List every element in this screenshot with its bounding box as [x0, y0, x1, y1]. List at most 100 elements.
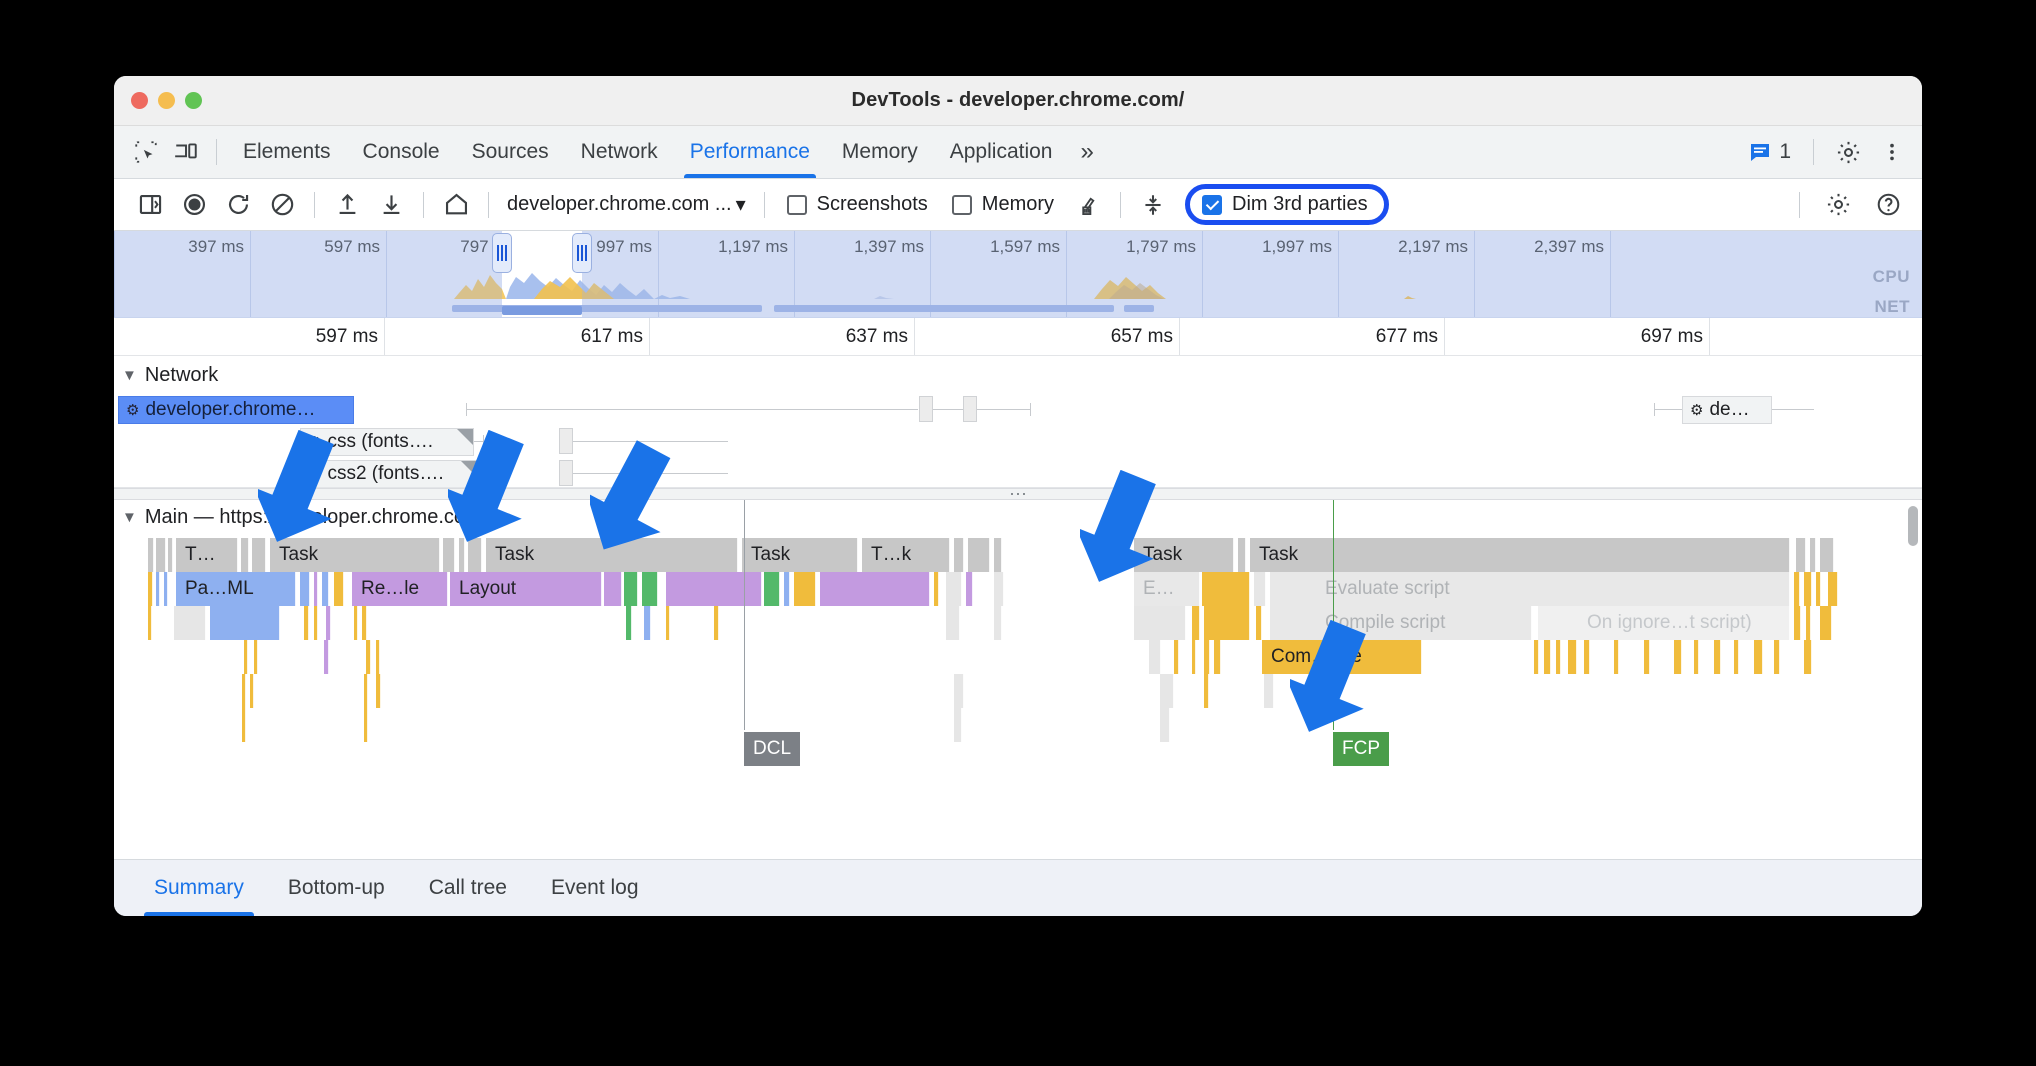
- more-options-icon[interactable]: [1872, 132, 1912, 172]
- task-sliver[interactable]: [1810, 538, 1816, 572]
- event-sliver[interactable]: [666, 606, 670, 640]
- event-sliver[interactable]: [794, 572, 816, 606]
- task-sliver[interactable]: [156, 538, 166, 572]
- event-sliver[interactable]: [784, 572, 790, 606]
- event-sliver[interactable]: [934, 572, 939, 606]
- event-block-evaluate-script[interactable]: Evaluate script: [1270, 572, 1790, 606]
- task-sliver[interactable]: [1238, 538, 1246, 572]
- event-sliver[interactable]: [366, 640, 371, 674]
- clear-icon[interactable]: [260, 185, 304, 225]
- event-sliver[interactable]: [946, 606, 960, 640]
- event-block-compile-script[interactable]: Compile script: [1270, 606, 1532, 640]
- event-sliver[interactable]: [1534, 640, 1539, 674]
- task-block[interactable]: Task: [742, 538, 858, 572]
- overview-handle-right[interactable]: [572, 233, 592, 273]
- tab-elements[interactable]: Elements: [227, 126, 347, 178]
- event-sliver[interactable]: [1264, 674, 1274, 708]
- event-sliver[interactable]: [624, 572, 638, 606]
- event-sliver[interactable]: [242, 674, 246, 708]
- event-block-on-ignore-list[interactable]: On ignore…t script): [1538, 606, 1790, 640]
- inspect-element-icon[interactable]: [126, 132, 166, 172]
- tab-console[interactable]: Console: [347, 126, 456, 178]
- task-sliver[interactable]: [968, 538, 990, 572]
- event-sliver[interactable]: [242, 708, 246, 742]
- event-sliver[interactable]: [326, 606, 331, 640]
- task-sliver[interactable]: [468, 538, 482, 572]
- task-block[interactable]: T…: [176, 538, 238, 572]
- event-sliver[interactable]: [1674, 640, 1682, 674]
- overview-selection-window[interactable]: [502, 231, 582, 317]
- event-sliver[interactable]: [1192, 606, 1200, 640]
- overview-handle-left[interactable]: [492, 233, 512, 273]
- event-block-evaluate-short[interactable]: E…: [1134, 572, 1200, 606]
- tab-call-tree[interactable]: Call tree: [407, 860, 529, 916]
- event-sliver[interactable]: [148, 606, 152, 640]
- main-track-scrollbar[interactable]: [1908, 506, 1918, 546]
- network-request-chip[interactable]: ⚙ developer.chrome…: [118, 396, 354, 424]
- upload-profile-icon[interactable]: [325, 185, 369, 225]
- event-sliver[interactable]: [322, 572, 329, 606]
- device-toolbar-icon[interactable]: [166, 132, 206, 172]
- event-sliver[interactable]: [1214, 640, 1221, 674]
- origin-selector[interactable]: developer.chrome.com ... ▾: [499, 192, 754, 217]
- task-block[interactable]: Task: [270, 538, 440, 572]
- event-sliver[interactable]: [1828, 572, 1838, 606]
- event-sliver[interactable]: [1734, 640, 1739, 674]
- task-block[interactable]: T…k: [862, 538, 950, 572]
- network-request-row[interactable]: ⚙ css (fonts….: [114, 428, 1922, 456]
- task-sliver[interactable]: [994, 538, 1002, 572]
- tab-summary[interactable]: Summary: [132, 860, 266, 916]
- dcl-marker[interactable]: DCL: [744, 732, 801, 766]
- track-resizer[interactable]: ⋯: [114, 485, 1922, 503]
- event-sliver[interactable]: [1614, 640, 1619, 674]
- help-icon[interactable]: [1866, 185, 1910, 225]
- event-sliver[interactable]: [1134, 606, 1186, 640]
- tab-performance[interactable]: Performance: [674, 126, 826, 178]
- event-sliver[interactable]: [1149, 640, 1161, 674]
- event-sliver[interactable]: [1714, 640, 1721, 674]
- event-sliver[interactable]: [644, 606, 651, 640]
- event-sliver[interactable]: [1204, 606, 1250, 640]
- task-block[interactable]: Task: [1250, 538, 1790, 572]
- more-tabs-icon[interactable]: »: [1080, 138, 1094, 165]
- event-sliver[interactable]: [1160, 674, 1174, 708]
- event-sliver[interactable]: [1584, 640, 1590, 674]
- dim-3rd-parties-checkbox[interactable]: Dim 3rd parties: [1200, 193, 1370, 216]
- reload-and-record-icon[interactable]: [216, 185, 260, 225]
- task-block[interactable]: Task: [486, 538, 738, 572]
- event-sliver[interactable]: [174, 606, 206, 640]
- task-sliver[interactable]: [241, 538, 249, 572]
- event-sliver[interactable]: [1794, 606, 1801, 640]
- event-sliver[interactable]: [714, 606, 719, 640]
- tab-sources[interactable]: Sources: [456, 126, 565, 178]
- tab-bottom-up[interactable]: Bottom-up: [266, 860, 407, 916]
- event-sliver[interactable]: [1204, 674, 1209, 708]
- garbage-collect-icon[interactable]: [1066, 185, 1110, 225]
- event-sliver[interactable]: [314, 572, 318, 606]
- task-sliver[interactable]: [1796, 538, 1806, 572]
- network-track-header[interactable]: ▼ Network: [122, 364, 218, 387]
- event-sliver[interactable]: [324, 640, 329, 674]
- task-sliver[interactable]: [459, 538, 465, 572]
- capture-settings-gear-icon[interactable]: [1816, 185, 1860, 225]
- event-sliver[interactable]: [364, 674, 368, 708]
- event-sliver[interactable]: [1204, 640, 1210, 674]
- event-sliver[interactable]: [244, 640, 248, 674]
- event-sliver[interactable]: [164, 572, 168, 606]
- event-sliver[interactable]: [642, 572, 658, 606]
- tab-memory[interactable]: Memory: [826, 126, 934, 178]
- event-sliver[interactable]: [304, 606, 309, 640]
- timeline-overview[interactable]: 197 ms 397 ms 597 ms 797 ms 997 ms 1,197…: [114, 231, 1922, 318]
- event-sliver[interactable]: [764, 572, 780, 606]
- network-request-row[interactable]: ⚙ developer.chrome… ⚙ de…: [114, 396, 1922, 424]
- event-block-layout[interactable]: Layout: [450, 572, 602, 606]
- event-sliver[interactable]: [250, 674, 254, 708]
- task-block[interactable]: Task: [1134, 538, 1234, 572]
- event-sliver[interactable]: [334, 572, 344, 606]
- tab-application[interactable]: Application: [934, 126, 1069, 178]
- event-sliver[interactable]: [300, 572, 310, 606]
- event-sliver[interactable]: [604, 572, 622, 606]
- event-sliver[interactable]: [156, 572, 160, 606]
- home-icon[interactable]: [434, 185, 478, 225]
- event-sliver[interactable]: [1202, 572, 1250, 606]
